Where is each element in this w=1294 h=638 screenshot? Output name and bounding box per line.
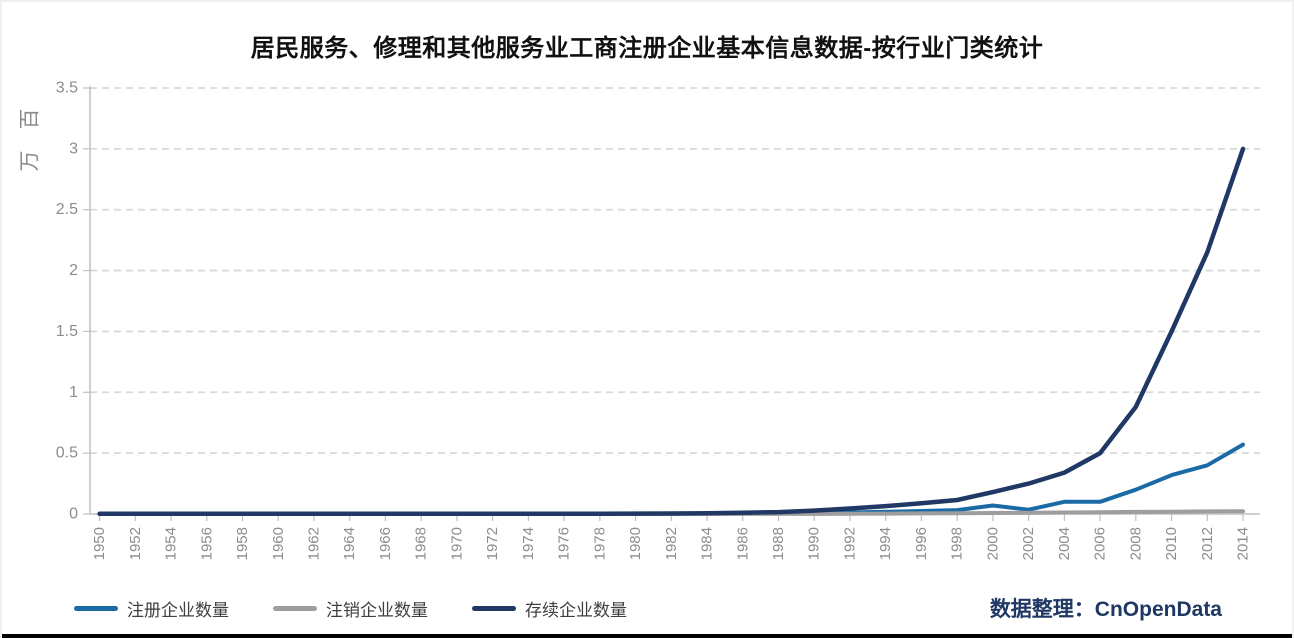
y-tick-label: 3.5 xyxy=(56,80,78,97)
x-tick-label: 1998 xyxy=(949,527,966,560)
x-tick-label: 1992 xyxy=(841,527,858,560)
x-tick-label: 1974 xyxy=(520,527,537,560)
y-tick-label: 0.5 xyxy=(56,445,78,462)
y-tick-label: 1 xyxy=(69,384,78,401)
x-tick-label: 1980 xyxy=(627,527,644,560)
x-tick-label: 2010 xyxy=(1163,527,1180,560)
x-tick-label: 2004 xyxy=(1056,527,1073,560)
series-line-surviving xyxy=(97,146,1246,517)
x-tick-label: 1970 xyxy=(448,527,465,560)
x-tick-label: 1958 xyxy=(234,527,251,560)
x-tick-label: 1978 xyxy=(591,527,608,560)
x-tick-label: 1960 xyxy=(270,527,287,560)
legend-item-deregistered: 注销企业数量 xyxy=(273,596,428,621)
y-axis-unit-label: 万 xyxy=(19,151,42,172)
x-tick-label: 1956 xyxy=(198,527,215,560)
x-tick-label: 1984 xyxy=(699,527,716,560)
legend-item-registered: 注册企业数量 xyxy=(74,596,229,621)
x-tick-label: 2000 xyxy=(984,527,1001,560)
x-tick-label: 2008 xyxy=(1127,527,1144,560)
y-tick-label: 1.5 xyxy=(56,323,78,340)
y-tick-label: 2 xyxy=(69,262,78,279)
x-tick-label: 1994 xyxy=(877,527,894,560)
chart-legend: 注册企业数量 注销企业数量 存续企业数量 xyxy=(74,596,627,621)
x-tick-label: 1954 xyxy=(163,527,180,560)
x-tick-label: 1988 xyxy=(770,527,787,560)
x-tick-label: 2012 xyxy=(1199,527,1216,560)
y-tick-label: 3 xyxy=(69,140,78,157)
x-tick-label: 1968 xyxy=(413,527,430,560)
x-tick-label: 1962 xyxy=(305,527,322,560)
legend-item-surviving: 存续企业数量 xyxy=(472,596,627,621)
y-tick-label: 0 xyxy=(69,506,78,523)
legend-swatch-deregistered xyxy=(273,605,317,611)
x-tick-label: 1986 xyxy=(734,527,751,560)
legend-label-registered: 注册企业数量 xyxy=(127,600,229,620)
x-tick-label: 1950 xyxy=(91,527,108,560)
x-tick-label: 1972 xyxy=(484,527,501,560)
x-tick-label: 1966 xyxy=(377,527,394,560)
y-axis-unit-label: 百 xyxy=(19,109,42,130)
x-tick-label: 1996 xyxy=(913,527,930,560)
series-line-registered xyxy=(97,442,1245,516)
legend-label-deregistered: 注销企业数量 xyxy=(326,600,428,620)
legend-swatch-registered xyxy=(74,605,118,611)
x-tick-label: 2006 xyxy=(1092,527,1109,560)
x-tick-label: 1982 xyxy=(663,527,680,560)
legend-label-surviving: 存续企业数量 xyxy=(525,600,627,620)
x-tick-label: 1952 xyxy=(127,527,144,560)
bottom-border-bar xyxy=(2,634,1292,638)
chart-footer: 注册企业数量 注销企业数量 存续企业数量 数据整理：CnOpenData xyxy=(2,588,1292,628)
x-tick-label: 1976 xyxy=(556,527,573,560)
x-tick-label: 2002 xyxy=(1020,527,1037,560)
legend-swatch-surviving xyxy=(472,605,516,611)
y-tick-label: 2.5 xyxy=(56,201,78,218)
x-tick-label: 1964 xyxy=(341,527,358,560)
x-tick-label: 2014 xyxy=(1235,527,1252,560)
x-tick-label: 1990 xyxy=(806,527,823,560)
line-chart: 0 0.5 1 1.5 2 2.5 3 3.5 1950 1952 1954 1956 1958 1960… xyxy=(19,80,1260,560)
page-title: 居民服务、修理和其他服务业工商注册企业基本信息数据-按行业门类统计 xyxy=(250,35,1044,62)
data-source-attribution: 数据整理：CnOpenData xyxy=(989,598,1222,621)
